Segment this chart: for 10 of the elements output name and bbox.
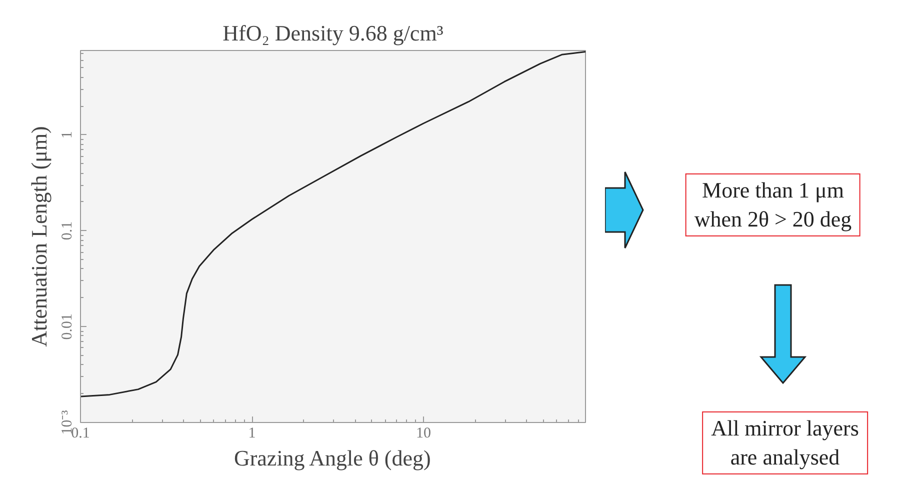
- x-tick-label: 1: [248, 426, 256, 442]
- x-tick-label: 10: [416, 426, 432, 442]
- y-axis-title: Attenuation Length (μm): [26, 126, 52, 347]
- y-tick-label: 0.01: [60, 314, 76, 340]
- y-tick-label: 1: [60, 131, 76, 139]
- x-axis-title: Grazing Angle θ (deg): [234, 446, 431, 470]
- chart-title: HfO₂ Density 9.68 g/cm³: [222, 20, 444, 46]
- text: All mirror layers are analysed: [702, 411, 868, 475]
- y-tick-label: 0.1: [60, 221, 76, 240]
- text: More than 1 μm when 2θ > 20 deg: [685, 173, 861, 237]
